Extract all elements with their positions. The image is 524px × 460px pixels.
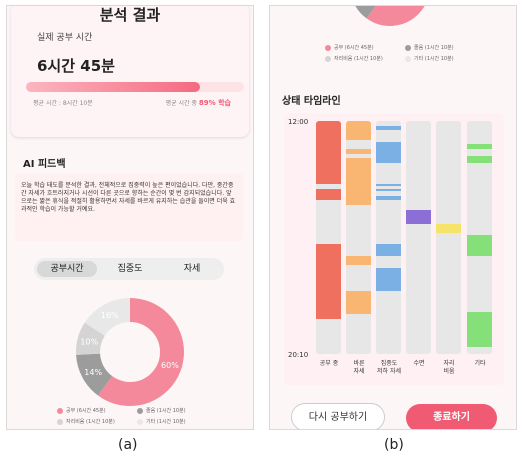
timeline-segment-5-1 <box>467 155 492 163</box>
legend-label-0: 공부 (6시간 45분) <box>66 408 106 414</box>
legend-item-1: 졸음 (1시간 10분) <box>137 407 186 414</box>
ai-feedback-card: 오늘 학습 태도를 분석한 결과, 전체적으로 집중력이 높은 편이었습니다. … <box>15 173 243 241</box>
study-summary-card: 분석 결과 실제 공부 시간 6시간 45분 평균 시간 : 8시간 10분 평… <box>11 6 249 137</box>
timeline-segment-2-5 <box>376 244 401 257</box>
timeline-column-label-0: 공부 중 <box>319 360 339 367</box>
legend-dot-3 <box>405 55 411 62</box>
timeline-segment-0-3 <box>316 155 341 184</box>
timeline-column-4 <box>436 121 461 354</box>
timeline-segment-5-3 <box>467 312 492 347</box>
tab-posture[interactable]: 자세 <box>183 264 201 274</box>
timeline-segment-0-4 <box>316 188 341 201</box>
study-again-button[interactable]: 다시 공부하기 <box>291 403 385 429</box>
ai-feedback-text: 오늘 학습 태도를 분석한 결과, 전체적으로 집중력이 높은 편이었습니다. … <box>21 182 236 213</box>
donut-slice-2 <box>76 298 184 406</box>
timeline-segment-1-1 <box>346 148 371 154</box>
timeline-segment-0-0 <box>316 121 341 126</box>
ai-feedback-title: AI 피드백 <box>23 159 66 170</box>
timeline-segment-4-0 <box>436 223 461 233</box>
legend-dot-2 <box>325 55 331 62</box>
study-time-value: 6시간 45분 <box>37 57 115 75</box>
pie-slice-0 <box>366 6 425 26</box>
timeline-segment-0-2 <box>316 148 341 156</box>
legend-label-2: 자리비움 (1시간 10분) <box>334 56 383 62</box>
legend-label-1: 졸음 (1시간 10분) <box>414 45 454 51</box>
timeline-segment-2-4 <box>376 195 401 201</box>
timeline-segment-0-1 <box>316 125 341 149</box>
legend-dot-0 <box>325 44 331 51</box>
legend-item-3: 기타 (1시간 10분) <box>137 418 186 425</box>
legend-item-2: 자리비움 (1시간 10분) <box>57 418 115 425</box>
donut-slice-label-1: 14% <box>84 368 102 377</box>
timeline-segment-2-0 <box>376 125 401 131</box>
tab-concentration[interactable]: 집중도 <box>117 264 143 274</box>
timeline-segment-1-3 <box>346 256 371 266</box>
legend-dot-1 <box>137 407 143 414</box>
timeline-column-2 <box>376 121 401 354</box>
timeline-segment-3-0 <box>406 209 431 224</box>
timeline-segment-5-2 <box>467 235 492 257</box>
timeline-segment-0-5 <box>316 244 341 320</box>
timeline-segment-2-1 <box>376 141 401 163</box>
legend-item-0: 공부 (6시간 45분) <box>325 44 374 51</box>
average-ratio-percent: 89% 학습 <box>198 99 231 107</box>
average-ratio-prefix: 평균 시간 중 <box>165 100 197 107</box>
legend-item-3: 기타 (1시간 10분) <box>405 55 454 62</box>
timeline-column-3 <box>406 121 431 354</box>
average-time-text: 평균 시간 : 8시간 10분 <box>33 100 93 107</box>
tab-study-time[interactable]: 공부시간 <box>37 261 97 277</box>
legend-label-0: 공부 (6시간 45분) <box>334 45 374 51</box>
timeline-segment-1-4 <box>346 291 371 315</box>
timeline-column-label-1: 바른 자세 <box>353 360 365 375</box>
status-timeline-screen: 공부 (6시간 45분) 졸음 (1시간 10분) 자리비움 (1시간 10분) 기타… <box>269 5 517 430</box>
average-ratio-text: 평균 시간 중 89% 학습 <box>166 98 231 108</box>
legend-dot-2 <box>57 418 63 425</box>
timeline-column-label-3: 수면 <box>413 360 425 367</box>
legend-label-3: 기타 (1시간 10분) <box>414 56 454 62</box>
finish-button[interactable]: 종료하기 <box>406 404 497 429</box>
donut-slice-label-3: 16% <box>101 311 119 320</box>
timeline-segment-1-0 <box>346 121 371 140</box>
timeline-column-label-5: 기타 <box>474 360 486 367</box>
study-progress-fill <box>26 82 201 92</box>
legend-dot-0 <box>57 407 63 414</box>
timeline-column-1 <box>346 121 371 354</box>
pie-slice-1 <box>355 6 376 19</box>
donut-slice-3 <box>76 298 184 406</box>
figure-label-b: (b) <box>384 437 404 453</box>
legend-item-0: 공부 (6시간 45분) <box>57 407 106 414</box>
timeline-segment-2-2 <box>376 183 401 187</box>
timeline-column-0 <box>316 121 341 354</box>
donut-slice-label-0: 60% <box>161 361 179 370</box>
timeline-start-time: 12:00 <box>288 118 309 126</box>
timeline-column-5 <box>467 121 492 354</box>
donut-slice-label-2: 10% <box>80 338 98 347</box>
study-time-label: 실제 공부 시간 <box>37 33 93 43</box>
study-pie-chart-partial <box>355 6 425 26</box>
analysis-result-screen: 분석 결과 실제 공부 시간 6시간 45분 평균 시간 : 8시간 10분 평… <box>6 5 254 430</box>
status-timeline-title: 상태 타임라인 <box>282 96 341 107</box>
legend-item-1: 졸음 (1시간 10분) <box>405 44 454 51</box>
legend-label-2: 자리비움 (1시간 10분) <box>66 419 115 425</box>
legend-label-1: 졸음 (1시간 10분) <box>146 408 186 414</box>
study-progress-bar <box>26 82 244 92</box>
timeline-column-label-2: 집중도 저하 자세 <box>377 360 401 375</box>
timeline-segment-2-6 <box>376 267 401 292</box>
timeline-segment-2-3 <box>376 188 401 191</box>
timeline-end-time: 20:10 <box>288 351 309 359</box>
legend-dot-1 <box>405 44 411 51</box>
timeline-column-label-4: 자리 비움 <box>443 360 455 375</box>
legend-label-3: 기타 (1시간 10분) <box>146 419 186 425</box>
status-timeline-card: 12:00 20:10 공부 중 바른 자세 집중도 저하 자세 수면 자리 비움 기타 <box>284 113 504 385</box>
figure-label-a: (a) <box>118 437 138 453</box>
analysis-tabs: 공부시간 집중도 자세 <box>34 258 224 280</box>
timeline-segment-5-0 <box>467 144 492 149</box>
study-time-donut-chart: 60% 14% 10% 16% <box>76 298 184 406</box>
legend-dot-3 <box>137 418 143 425</box>
timeline-segment-1-2 <box>346 158 371 205</box>
page-title: 분석 결과 <box>99 6 161 24</box>
legend-item-2: 자리비움 (1시간 10분) <box>325 55 383 62</box>
